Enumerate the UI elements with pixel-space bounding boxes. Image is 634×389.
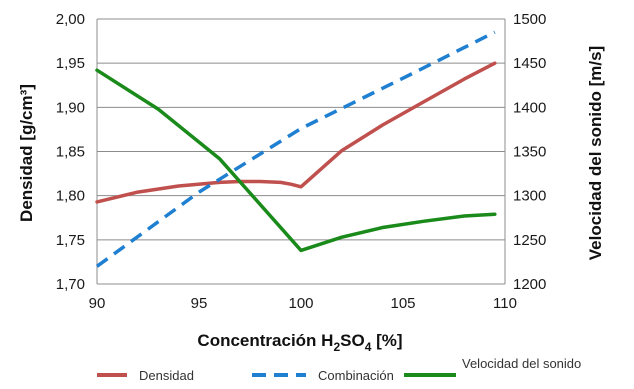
legend-label-2: Combinación xyxy=(318,368,394,383)
x-ticks: 90 95 100 105 110 xyxy=(89,295,517,312)
y-left-tick-label: 1,85 xyxy=(56,144,85,161)
x-axis-title: Concentración H2SO4 [%] xyxy=(197,331,402,354)
y-right-tick-label: 1400 xyxy=(513,99,546,116)
y-right-tick-label: 1250 xyxy=(513,232,546,249)
series-line-2 xyxy=(95,30,496,268)
series-line-3 xyxy=(95,68,497,253)
y-left-axis-title: Densidad [g/cm³] xyxy=(17,84,36,222)
grid-lines xyxy=(97,18,505,285)
x-tick-label: 110 xyxy=(493,295,517,312)
y-left-tick-label: 1,90 xyxy=(56,99,85,116)
y-left-ticks: 1,70 1,75 1,80 1,85 1,90 1,95 2,00 xyxy=(56,11,85,293)
y-left-tick-label: 1,80 xyxy=(56,188,85,205)
y-left-tick-label: 1,70 xyxy=(56,276,85,293)
x-tick-label: 95 xyxy=(191,295,208,312)
y-right-tick-label: 1350 xyxy=(513,144,546,161)
y-right-tick-label: 1450 xyxy=(513,55,546,72)
x-tick-label: 100 xyxy=(288,295,313,312)
x-tick-label: 90 xyxy=(89,295,106,312)
plot-frame xyxy=(96,19,506,285)
series-lines xyxy=(95,30,497,268)
series-line-1 xyxy=(95,61,497,204)
legend: Densidad Combinación Velocidad del sonido xyxy=(97,356,581,383)
legend-label-1: Densidad xyxy=(139,368,194,383)
y-right-ticks: 1200 1250 1300 1350 1400 1450 1500 xyxy=(513,11,546,293)
y-left-tick-label: 2,00 xyxy=(56,11,85,28)
x-tick-label: 105 xyxy=(390,295,415,312)
y-left-tick-label: 1,75 xyxy=(56,232,85,249)
legend-label-3: Velocidad del sonido xyxy=(462,356,581,371)
y-left-tick-label: 1,95 xyxy=(56,55,85,72)
y-right-axis-title: Velocidad del sonido [m/s] xyxy=(586,46,605,260)
y-right-tick-label: 1200 xyxy=(513,276,546,293)
y-right-tick-label: 1500 xyxy=(513,11,546,28)
y-right-tick-label: 1300 xyxy=(513,188,546,205)
